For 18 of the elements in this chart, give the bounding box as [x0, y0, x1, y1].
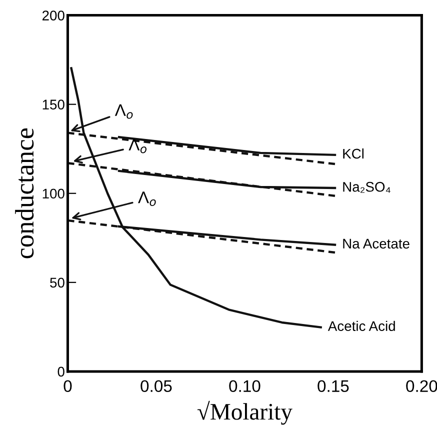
x-tick-label: 0.05 [140, 380, 172, 392]
y-tick-label: 50 [50, 278, 64, 288]
annotation: Λ$_{o}$ [138, 192, 156, 206]
series-label: Na₂SO₄ [343, 182, 390, 193]
series-label: KCl [343, 148, 364, 159]
series-label: Acetic Acid [328, 320, 395, 332]
x-tick-label: 0.15 [318, 380, 349, 392]
annotation: Λ$_{o}$ [128, 138, 146, 154]
x-tick-label: 0.20 [406, 380, 437, 392]
series-label: Na Acetate [343, 238, 410, 249]
y-tick-label: 150 [42, 100, 64, 110]
x-tick-label: 0.10 [229, 380, 260, 392]
y-tick-label: 200 [42, 10, 64, 20]
y-axis-title: conductance [15, 128, 34, 258]
x-axis-title: √Molarity [198, 400, 292, 425]
annotation: Λ$_{o}$ [114, 104, 133, 119]
y-tick-label: 100 [42, 188, 64, 199]
y-tick-label: 0 [58, 366, 64, 377]
